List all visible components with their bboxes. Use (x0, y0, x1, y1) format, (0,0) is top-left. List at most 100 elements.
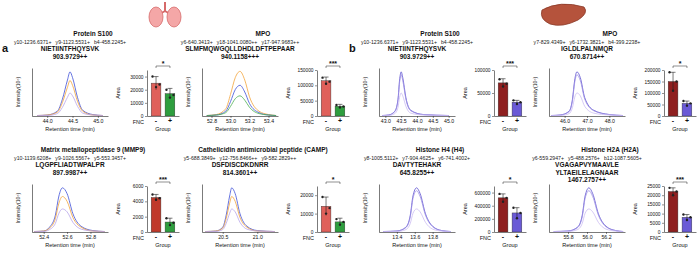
x-axis-line (665, 232, 697, 233)
y-tick-mark (492, 116, 494, 117)
data-point (328, 80, 330, 82)
data-point (169, 96, 171, 98)
x-tick: 53.0 (226, 116, 236, 124)
y-tick-label: 200000 (644, 68, 660, 73)
chromatogram-panel: MPOy6-640.3413+y18-1041.0080++y17-947.96… (181, 30, 299, 132)
x-axis: -+ (665, 232, 697, 240)
y-tick: 100000 (474, 68, 494, 73)
x-tick-label: 20.5 (218, 234, 228, 240)
fragment-ions: y10-1236.6371+y9-1123.5531+b4-458.2245+ (361, 39, 473, 45)
data-point (328, 207, 330, 209)
y-axis: 0500010000150002000025000 (647, 184, 664, 235)
y-tick: 50000 (647, 103, 664, 108)
x-tick-label: 53.0 (226, 118, 236, 124)
y-tick: 100000 (297, 83, 317, 88)
x-tick-label: + (685, 117, 689, 124)
y-tick-mark (662, 232, 664, 233)
x-tick-label: 52.8 (86, 234, 96, 240)
y-tick-label: 2000 (133, 215, 144, 220)
y-tick-label: 50000 (477, 91, 491, 96)
y-axis-line (664, 187, 665, 233)
fragment-ion: y5-553.3457+ (94, 155, 126, 161)
bar (512, 102, 522, 116)
chromatogram-trace (207, 96, 276, 116)
chromatogram-trace (382, 75, 449, 116)
x-tick-label: - (672, 233, 675, 240)
x-tick: + (515, 232, 519, 240)
x-tick-label: + (338, 117, 342, 124)
bar (682, 103, 692, 116)
x-tick: 44.5 (68, 116, 78, 124)
group-annotation: FNC (480, 119, 491, 125)
y-axis: 050000100000 (474, 68, 494, 119)
x-tick-label: 44.5 (428, 118, 438, 124)
y-axis: 01000020000 (300, 187, 317, 236)
y-axis-line (494, 187, 495, 233)
y-axis-line (379, 69, 380, 117)
y-axis-title: Area (462, 86, 468, 99)
x-tick-label: + (685, 233, 689, 240)
error-bar (671, 72, 676, 90)
data-point (342, 221, 344, 223)
plot-area (321, 76, 345, 116)
y-axis (32, 69, 33, 117)
x-tick: + (515, 116, 519, 124)
x-axis-title: Retention time (min) (215, 242, 265, 248)
x-tick: 52.8 (207, 116, 217, 124)
chromatogram-trace (205, 209, 274, 232)
y-tick: 100000 (644, 91, 664, 96)
x-axis-title: Group (672, 242, 687, 248)
y-axis-line (664, 71, 665, 117)
peptide-sequence: DSFDISCDKDNRR (212, 161, 269, 168)
data-point (686, 219, 688, 221)
y-axis (379, 185, 380, 233)
x-tick: 45.0 (93, 116, 103, 124)
x-tick-label: - (155, 117, 158, 124)
fragment-ion: y17-947.9683++ (261, 39, 299, 45)
chromatogram-trace (551, 93, 623, 116)
lung-lobe (167, 7, 181, 27)
y-tick: 200000 (474, 217, 494, 222)
y-tick-mark (145, 103, 147, 104)
data-point (155, 199, 157, 201)
bar-panel: ***0200040006000-+FNCGroupArea (115, 176, 180, 249)
x-axis-title: Group (155, 126, 170, 132)
y-tick-label: 20000 (130, 88, 144, 93)
y-tick-mark (662, 70, 664, 71)
x-tick: 52.4 (39, 232, 49, 240)
y-axis: 050000100000150000200000 (644, 68, 664, 119)
significance-mark: * (679, 60, 682, 67)
y-axis-title: Area (462, 202, 468, 215)
x-axis-title: Group (155, 242, 170, 248)
fragment-ion: y6-559.2947+ (532, 155, 564, 161)
x-tick: - (325, 116, 328, 124)
y-tick-mark (492, 232, 494, 233)
error-bar (501, 79, 506, 87)
data-point (502, 201, 504, 203)
bar (151, 198, 161, 233)
y-axis-title: Intensity(10⁵) (362, 76, 368, 107)
y-tick-mark (315, 101, 317, 102)
data-point (505, 83, 507, 85)
x-axis-line (33, 116, 109, 117)
y-axis-line (147, 71, 148, 117)
x-tick: 43.0 (381, 116, 391, 124)
data-point (335, 104, 337, 106)
group-annotation: FNC (650, 119, 661, 125)
x-tick-label: 56.0 (582, 234, 592, 240)
precursor-mz: 814.3601++ (223, 169, 258, 176)
x-axis-title: Retention time (min) (562, 242, 612, 248)
data-point (512, 206, 514, 208)
group-annotation: FNC (133, 235, 144, 241)
x-tick: 20.5 (218, 232, 228, 240)
y-axis-title: Area (285, 86, 291, 99)
fragment-ions: y5-688.3849+y12-756.8466++y9-582.2829++ (184, 155, 297, 161)
y-tick-mark (662, 93, 664, 94)
x-tick: 46.0 (560, 116, 570, 124)
y-tick-mark (315, 195, 317, 196)
y-tick: 4000 (133, 199, 147, 204)
y-tick-label: 25000 (647, 184, 661, 189)
y-tick-mark (145, 186, 147, 187)
plot-area (551, 72, 623, 116)
y-tick: 20000 (130, 88, 147, 93)
